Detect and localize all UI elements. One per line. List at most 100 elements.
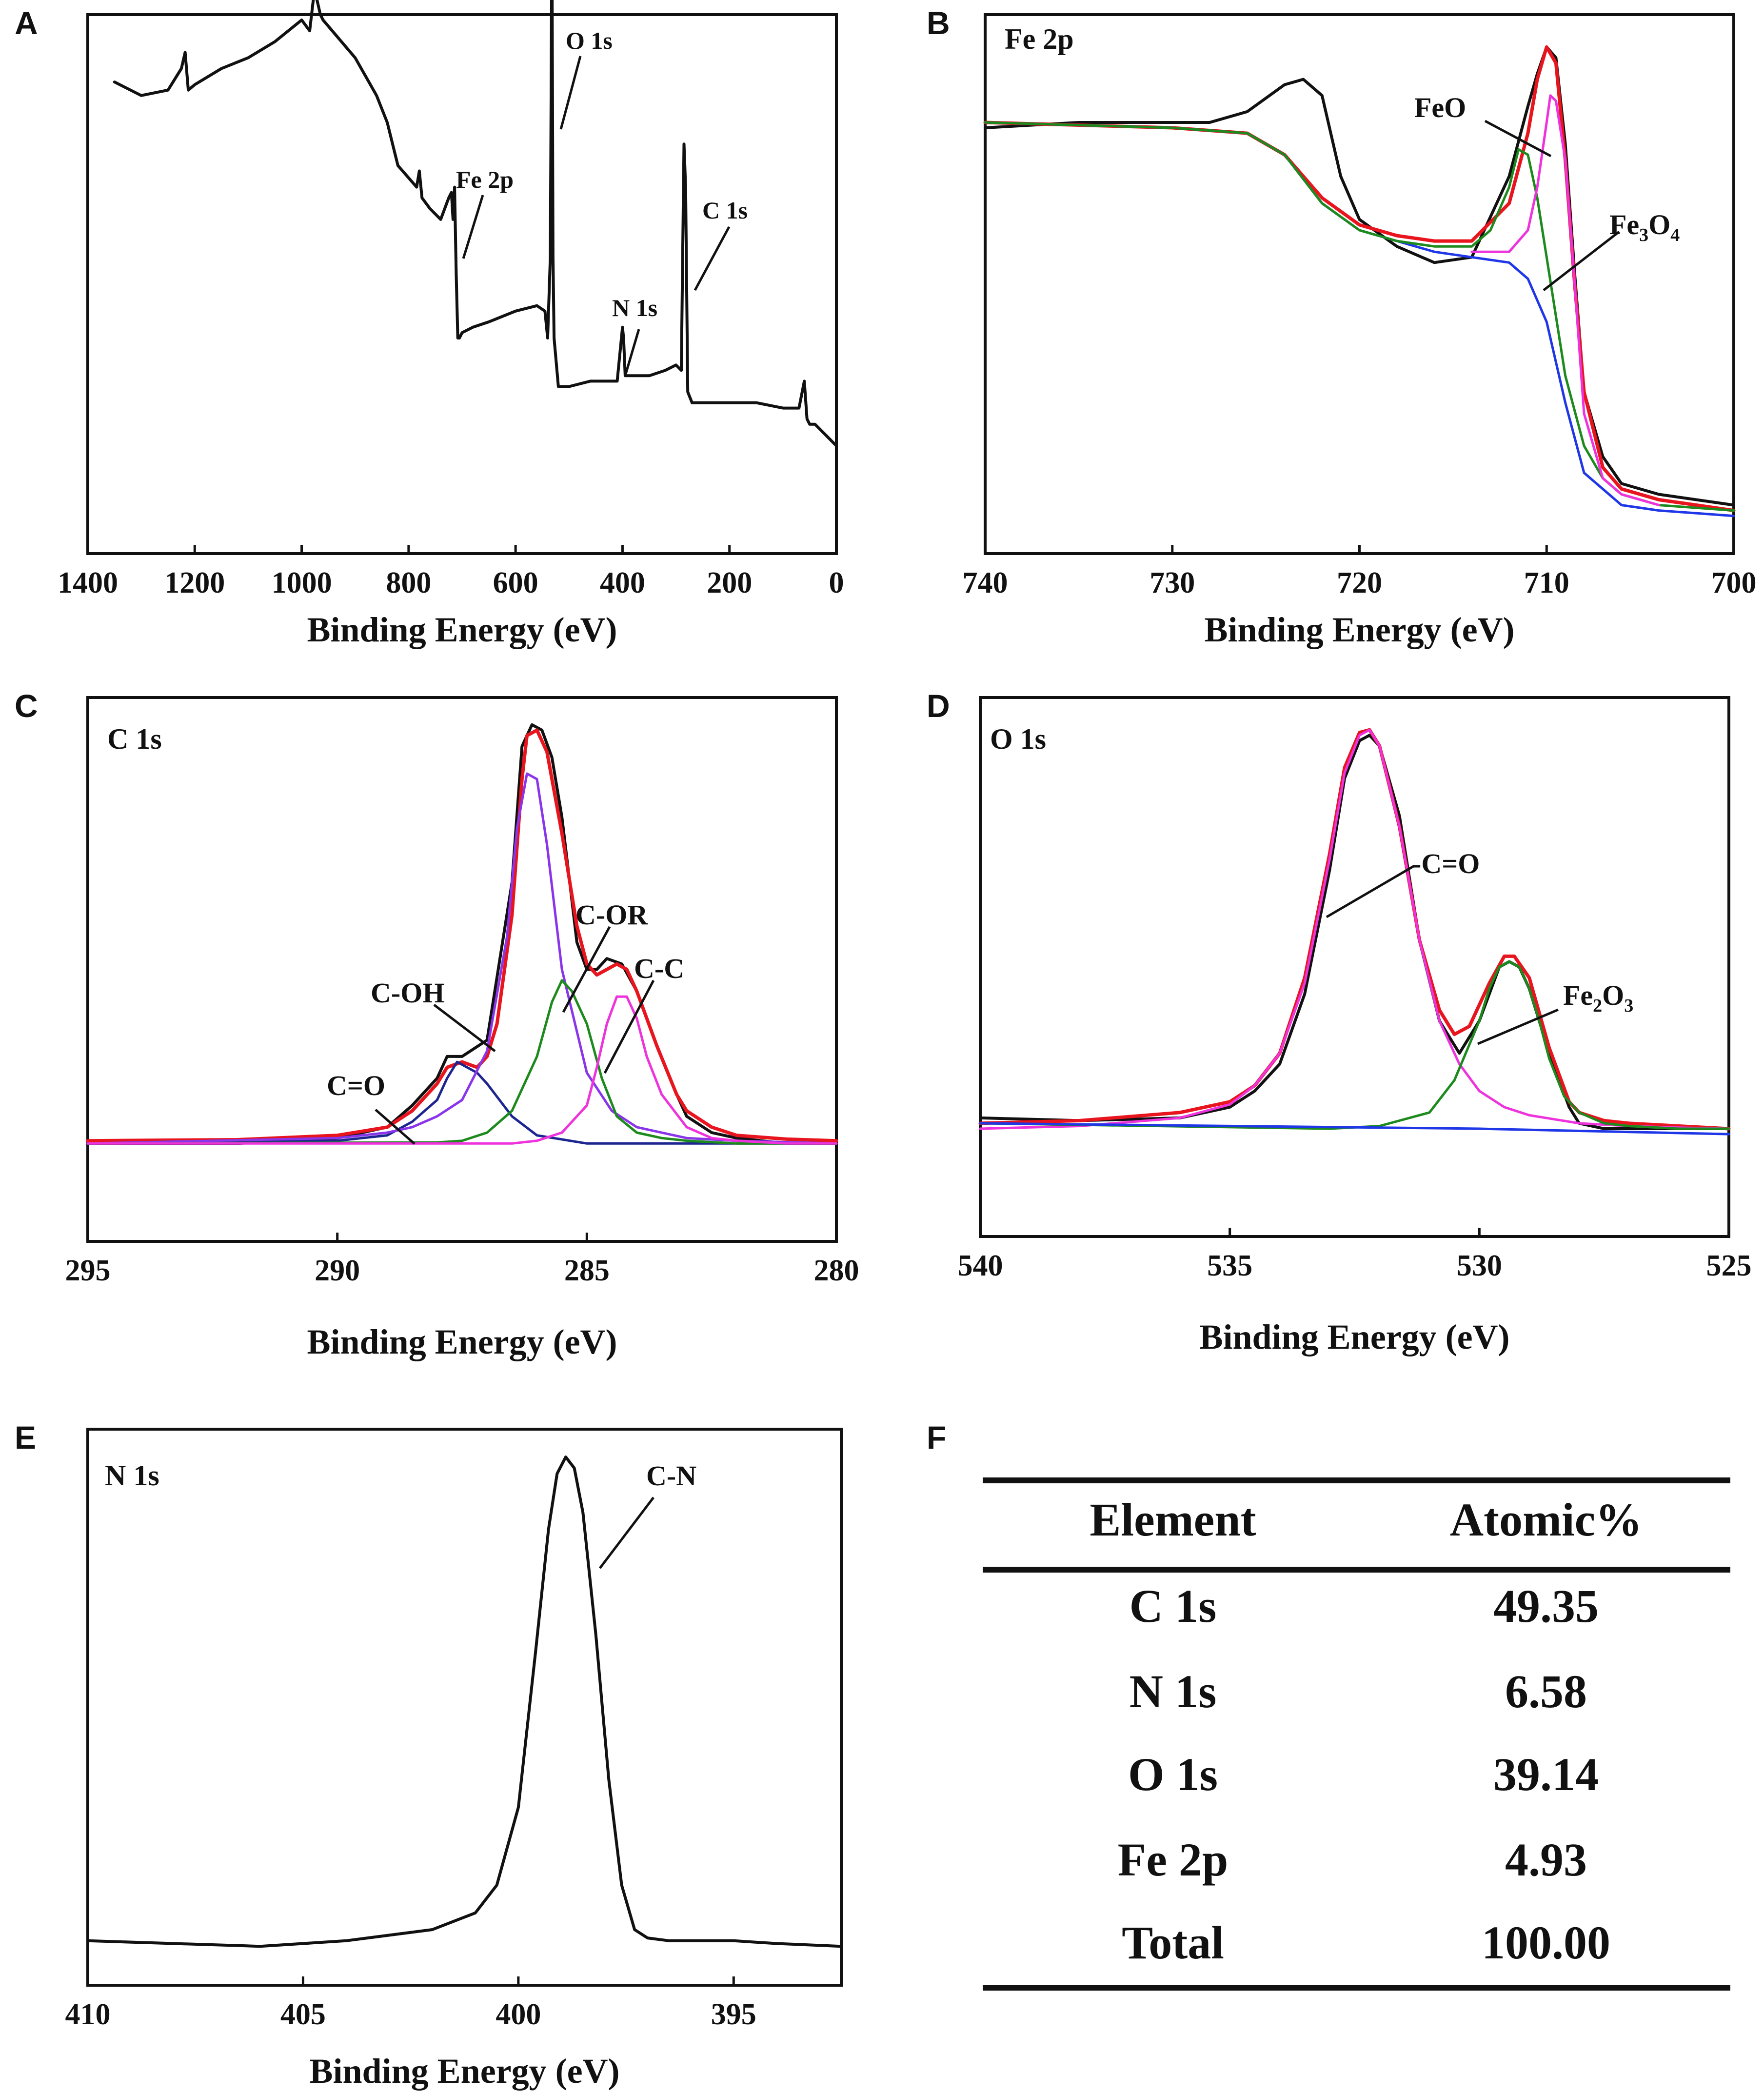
x-tick-label: 1000 — [272, 566, 332, 599]
table-header-element: Element — [1090, 1494, 1256, 1546]
panel-letter-e: E — [15, 1419, 36, 1456]
arrow-n1s — [624, 329, 640, 376]
x-tick-label: 405 — [280, 1998, 326, 2031]
survey-spectrum-chart: 1400 1200 1000 800 600 400 200 0 Binding Energy … — [58, 0, 844, 649]
survey-annotations — [462, 56, 731, 376]
series-c-o — [86, 1060, 838, 1145]
x-tick-label: 200 — [707, 566, 752, 599]
x-tick-label: 295 — [65, 1254, 111, 1287]
series--c-o — [979, 728, 1730, 1130]
n1s-annotations — [599, 1496, 654, 1569]
x-tick-label: 730 — [1150, 566, 1195, 599]
arrow-coh — [433, 1004, 496, 1052]
x-tick-label: 1400 — [58, 566, 118, 599]
c1s-spectrum-chart: 295 290 285 280 Binding Energy (eV) — [65, 696, 859, 1361]
series-feo-component — [984, 121, 1735, 512]
n1s-panel-title: N 1s — [105, 1459, 159, 1492]
label-fe3o4: Fe3O4 — [1609, 209, 1680, 245]
x-axis-label: Binding Energy (eV) — [1204, 610, 1514, 649]
x-tick-label: 280 — [814, 1254, 859, 1287]
series-background — [984, 121, 1735, 518]
table-header-atomic: Atomic% — [1450, 1494, 1643, 1546]
x-tick-label: 1200 — [164, 566, 225, 599]
panel-letter-c: C — [15, 688, 38, 724]
series-raw — [979, 734, 1730, 1130]
c1s-panel-title: C 1s — [107, 723, 162, 755]
label-feo: FeO — [1414, 92, 1466, 123]
x-tick-label: 0 — [829, 566, 844, 599]
fe2p-spectrum-chart: 740 730 720 710 700 Binding Energy (eV) — [963, 13, 1757, 649]
table-cell-value: 4.93 — [1505, 1834, 1587, 1886]
n1s-spectrum-chart: 410 405 400 395 Binding Energy (eV) — [65, 1428, 843, 2091]
x-tick-label: 530 — [1457, 1249, 1502, 1282]
panel-letter-f: F — [927, 1419, 946, 1456]
table-cell-element: Fe 2p — [1118, 1834, 1229, 1886]
x-tick-label: 720 — [1337, 566, 1382, 599]
fe2p-panel-title: Fe 2p — [1005, 23, 1074, 55]
plot-frame — [86, 13, 838, 555]
label-cc: C-C — [634, 953, 684, 984]
label-co: C=O — [327, 1070, 385, 1101]
panel-letter-d: D — [927, 688, 950, 724]
x-tick-label: 400 — [600, 566, 645, 599]
c1s-annotations — [375, 926, 655, 1145]
x-tick-label: 540 — [958, 1249, 1003, 1282]
arrow-fe2p — [462, 195, 484, 259]
table-cell-value: 6.58 — [1505, 1665, 1587, 1717]
arrow-feo — [1484, 120, 1552, 158]
plot-frame — [86, 1428, 843, 1987]
series-c-c — [86, 995, 838, 1145]
x-tick-label: 400 — [496, 1998, 541, 2031]
series-fe3o4-component — [1470, 94, 1660, 506]
plot-frame — [984, 13, 1735, 555]
series-envelope — [978, 728, 1731, 1131]
arrow-fe2o3 — [1477, 1008, 1559, 1045]
arrow-co — [375, 1109, 416, 1145]
x-tick-label: 600 — [493, 566, 538, 599]
fe2p-annotations — [1484, 120, 1620, 291]
arrow-cn — [599, 1496, 654, 1569]
table-cell-element: Total — [1122, 1916, 1224, 1969]
o1s-panel-title: O 1s — [990, 723, 1046, 755]
x-tick-label: 710 — [1524, 566, 1569, 599]
x-tick-label: 700 — [1711, 566, 1757, 599]
table-cell-element: N 1s — [1130, 1665, 1217, 1717]
x-axis-label: Binding Energy (eV) — [307, 610, 617, 649]
x-tick-label: 285 — [564, 1254, 610, 1287]
label-cn: C-N — [646, 1460, 696, 1492]
table-cell-element: C 1s — [1130, 1580, 1217, 1632]
table-cell-value: 39.14 — [1493, 1748, 1599, 1800]
atomic-percent-table: Element Atomic% C 1s 49.35 N 1s 6.58 O 1… — [983, 1477, 1730, 1991]
label-c1s: C 1s — [702, 197, 748, 224]
series-fe2o3 — [979, 960, 1730, 1130]
x-axis-label: Binding Energy (eV) — [307, 1322, 617, 1361]
label-cor: C-OR — [575, 899, 648, 931]
o1s-annotations — [1326, 864, 1559, 1045]
arrow-c-o — [1326, 864, 1415, 918]
table-cell-value: 100.00 — [1482, 1916, 1610, 1969]
table-cell-value: 49.35 — [1493, 1580, 1599, 1632]
x-tick-label: 800 — [386, 566, 431, 599]
x-tick-label: 290 — [315, 1254, 360, 1287]
series-background — [979, 1122, 1730, 1136]
panel-letter-b: B — [927, 5, 950, 41]
series-survey — [113, 0, 838, 447]
series-raw — [86, 1456, 843, 1948]
x-axis-label: Binding Energy (eV) — [1199, 1317, 1509, 1356]
series-raw — [86, 723, 838, 1145]
series-c-or — [86, 979, 838, 1145]
arrow-fe3o4 — [1543, 231, 1620, 291]
label-n1s: N 1s — [612, 294, 657, 321]
series-envelope — [983, 45, 1736, 513]
o1s-spectrum-chart: 540 535 530 525 Binding Energy (eV) — [958, 696, 1752, 1356]
x-tick-label: 410 — [65, 1998, 111, 2031]
x-tick-label: 525 — [1706, 1249, 1752, 1282]
x-tick-label: 740 — [963, 566, 1008, 599]
x-tick-label: 395 — [711, 1998, 756, 2031]
panel-letter-a: A — [15, 5, 38, 41]
label-coh: C-OH — [371, 977, 444, 1009]
label-o1s: O 1s — [566, 27, 613, 54]
plot-frame — [979, 696, 1730, 1238]
series-c-oh — [86, 772, 838, 1145]
x-axis-label: Binding Energy (eV) — [309, 2052, 619, 2091]
